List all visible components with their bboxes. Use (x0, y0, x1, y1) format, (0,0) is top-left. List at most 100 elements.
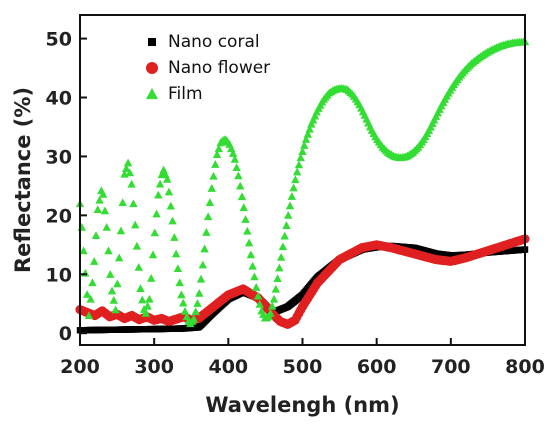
data-point (102, 222, 111, 231)
data-point (130, 220, 140, 229)
data-point (203, 212, 213, 221)
data-point (287, 192, 297, 200)
data-point (175, 278, 184, 287)
data-point (150, 228, 159, 237)
x-tick-label: 800 (505, 356, 545, 378)
data-point (211, 160, 220, 168)
x-tick-label: 700 (431, 356, 471, 378)
y-tick-label: 50 (46, 29, 72, 51)
data-point (195, 288, 204, 297)
data-point (77, 222, 86, 231)
data-point (305, 124, 314, 133)
data-point (125, 168, 135, 177)
data-point (253, 291, 263, 300)
data-point (193, 299, 202, 307)
data-point (159, 165, 168, 174)
data-point (205, 198, 215, 206)
y-tick-label: 10 (46, 264, 72, 286)
data-point (284, 210, 293, 219)
data-point (138, 295, 147, 304)
y-tick-label: 0 (59, 323, 72, 345)
data-point (154, 190, 163, 199)
legend-marker-nano-coral (148, 38, 156, 46)
data-point (269, 294, 279, 303)
legend-marker-nano-flower (146, 62, 158, 74)
data-point (173, 264, 183, 272)
data-point (145, 294, 154, 303)
data-point (107, 286, 117, 295)
data-point (232, 163, 241, 171)
data-point (134, 263, 143, 271)
data-point (106, 270, 115, 278)
series-film (75, 37, 530, 328)
data-point (79, 246, 88, 255)
data-point (301, 135, 311, 143)
data-point (300, 141, 309, 149)
data-point (246, 250, 256, 259)
series-layer (75, 37, 530, 334)
data-point (127, 179, 136, 188)
y-axis-label: Reflectance (%) (11, 87, 35, 273)
data-point (198, 260, 208, 269)
data-point (212, 150, 222, 159)
data-point (152, 209, 161, 218)
y-tick-label: 20 (46, 205, 72, 227)
x-tick-label: 500 (283, 356, 323, 378)
data-point (95, 195, 104, 204)
data-point (90, 257, 99, 265)
data-point (214, 144, 224, 153)
data-point (147, 274, 156, 282)
data-point (82, 290, 92, 298)
data-point (91, 231, 101, 239)
data-point (268, 301, 277, 310)
data-point (189, 314, 199, 323)
data-point (98, 189, 108, 198)
data-point (292, 167, 302, 176)
legend: Nano coral Nano flower Film (146, 32, 270, 104)
data-point (116, 226, 126, 235)
data-point (122, 164, 131, 173)
data-point (132, 241, 142, 250)
data-point (118, 198, 127, 206)
data-point (163, 175, 172, 183)
data-point (207, 184, 216, 192)
x-tick-label: 600 (357, 356, 397, 378)
data-point (276, 252, 286, 261)
data-point (164, 187, 174, 196)
data-point (294, 160, 304, 169)
data-point (114, 253, 124, 262)
data-point (271, 284, 280, 293)
data-point (308, 115, 318, 124)
data-point (123, 158, 133, 167)
data-point (200, 244, 209, 253)
ticks-layer: 200 300 400 500 600 700 800 0 10 20 30 40 50 (46, 29, 545, 378)
data-point (289, 183, 298, 192)
data-point (307, 119, 316, 128)
data-point (202, 228, 211, 236)
data-point (111, 305, 120, 314)
data-point (230, 154, 240, 163)
data-point (236, 181, 245, 190)
data-point (255, 299, 264, 308)
data-point (296, 153, 305, 162)
data-point (278, 242, 288, 251)
data-point (86, 294, 95, 303)
data-point (100, 206, 110, 215)
data-point (168, 216, 177, 225)
data-point (250, 272, 259, 281)
data-point (285, 201, 295, 210)
data-point (228, 149, 238, 157)
data-point (180, 307, 190, 315)
x-axis-label: Wavelengh (nm) (205, 393, 399, 417)
x-tick-label: 300 (134, 356, 174, 378)
data-point (280, 231, 289, 240)
data-point (273, 274, 282, 282)
data-point (104, 246, 113, 255)
data-point (239, 203, 248, 212)
legend-label: Film (168, 84, 203, 104)
y-tick-label: 40 (46, 88, 72, 110)
y-tick-label: 30 (46, 146, 72, 168)
data-point (179, 298, 188, 307)
data-point (88, 278, 97, 287)
